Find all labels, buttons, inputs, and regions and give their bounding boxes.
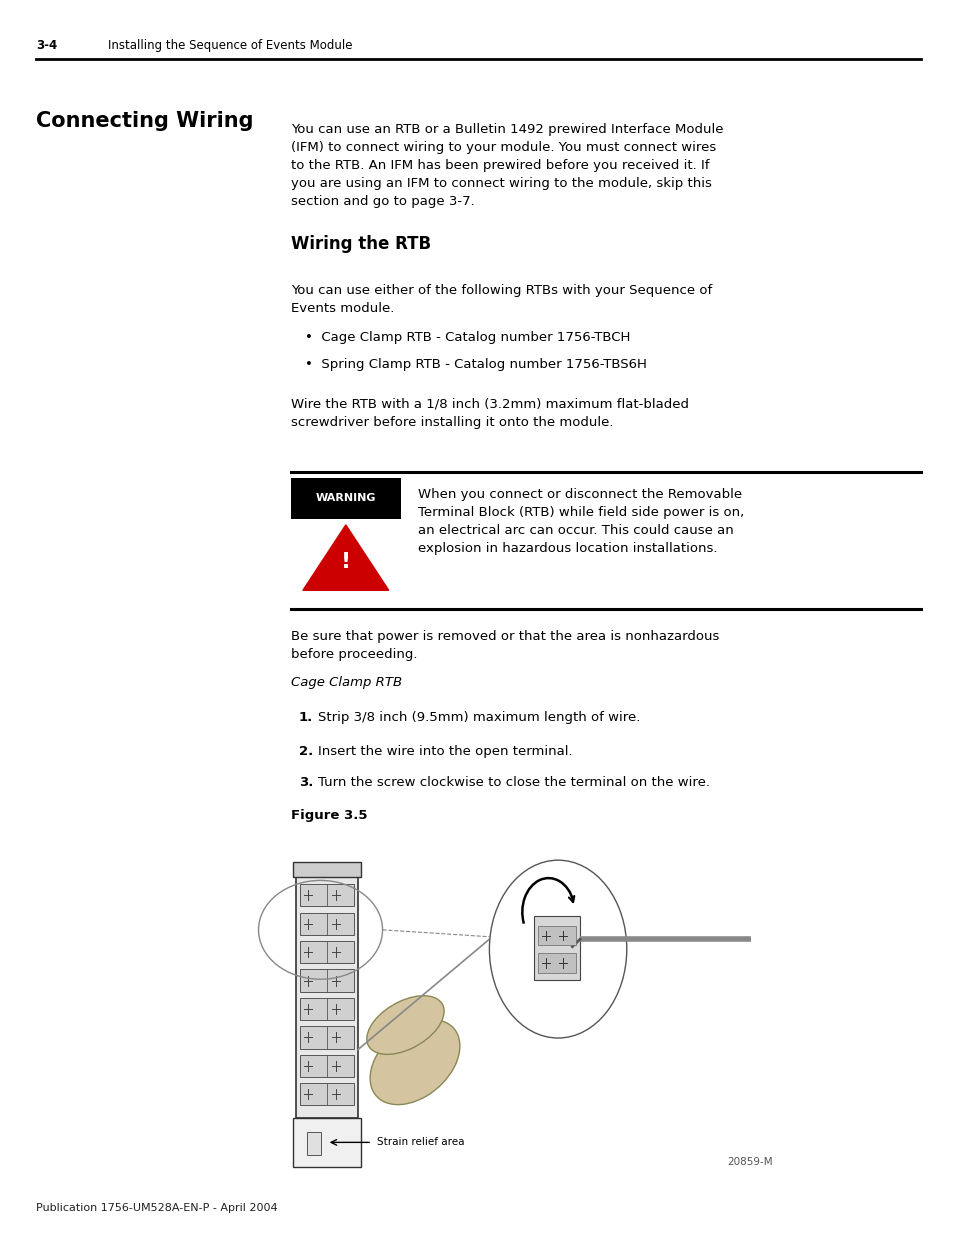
Text: Be sure that power is removed or that the area is nonhazardous
before proceeding: Be sure that power is removed or that th… (291, 630, 719, 661)
Text: !: ! (340, 552, 351, 572)
Text: You can use an RTB or a Bulletin 1492 prewired Interface Module
(IFM) to connect: You can use an RTB or a Bulletin 1492 pr… (291, 124, 722, 209)
Bar (299, 884, 354, 906)
Bar (291, 478, 400, 519)
Text: •  Cage Clamp RTB - Catalog number 1756-TBCH: • Cage Clamp RTB - Catalog number 1756-T… (305, 331, 630, 345)
Text: Installing the Sequence of Events Module: Installing the Sequence of Events Module (108, 38, 352, 52)
Bar (299, 969, 354, 992)
Bar (537, 926, 576, 946)
Bar (299, 1026, 354, 1049)
Text: Wiring the RTB: Wiring the RTB (291, 235, 431, 253)
Circle shape (489, 860, 626, 1037)
Polygon shape (303, 525, 389, 590)
Text: Strain relief area: Strain relief area (376, 1137, 464, 1147)
Text: 3-4: 3-4 (36, 38, 57, 52)
Text: When you connect or disconnect the Removable
Terminal Block (RTB) while field si: When you connect or disconnect the Remov… (417, 488, 743, 555)
Text: Publication 1756-UM528A-EN-P - April 2004: Publication 1756-UM528A-EN-P - April 200… (36, 1203, 277, 1213)
Text: You can use either of the following RTBs with your Sequence of
Events module.: You can use either of the following RTBs… (291, 284, 712, 315)
Text: Strip 3/8 inch (9.5mm) maximum length of wire.: Strip 3/8 inch (9.5mm) maximum length of… (317, 711, 639, 725)
Bar (307, 1132, 321, 1155)
Text: Connecting Wiring: Connecting Wiring (36, 111, 253, 131)
Text: 20859-M: 20859-M (726, 1157, 772, 1167)
Bar (293, 862, 360, 877)
Text: Figure 3.5: Figure 3.5 (291, 809, 367, 823)
Bar (299, 913, 354, 935)
Text: Cage Clamp RTB: Cage Clamp RTB (291, 676, 401, 689)
Bar (299, 998, 354, 1020)
Text: Turn the screw clockwise to close the terminal on the wire.: Turn the screw clockwise to close the te… (317, 776, 709, 789)
Bar (537, 953, 576, 973)
Bar (295, 877, 357, 1118)
Text: •  Spring Clamp RTB - Catalog number 1756-TBS6H: • Spring Clamp RTB - Catalog number 1756… (305, 358, 646, 372)
Text: 1.: 1. (298, 711, 313, 725)
Bar (299, 941, 354, 963)
Text: WARNING: WARNING (315, 493, 375, 504)
Text: Insert the wire into the open terminal.: Insert the wire into the open terminal. (317, 745, 572, 758)
Ellipse shape (370, 1020, 459, 1104)
Text: 2.: 2. (298, 745, 313, 758)
Text: Wire the RTB with a 1/8 inch (3.2mm) maximum flat-bladed
screwdriver before inst: Wire the RTB with a 1/8 inch (3.2mm) max… (291, 398, 688, 429)
Bar (299, 1083, 354, 1105)
Text: 3.: 3. (298, 776, 313, 789)
Bar (299, 1055, 354, 1077)
Bar (534, 916, 579, 981)
Ellipse shape (366, 995, 444, 1055)
Bar (293, 1118, 360, 1167)
